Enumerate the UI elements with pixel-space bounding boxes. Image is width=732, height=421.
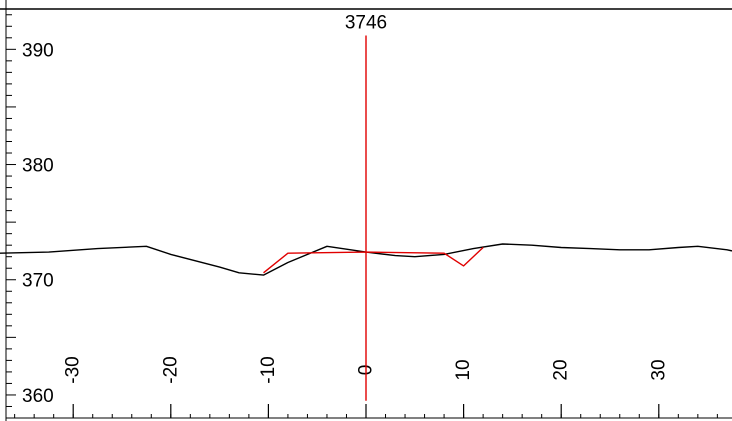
series-layer — [0, 243, 732, 276]
marker-layer: 3746 — [345, 12, 387, 401]
y-tick-label: 390 — [22, 40, 54, 61]
y-tick-label: 360 — [22, 386, 54, 407]
series-line-2 — [263, 246, 484, 274]
x-tick-label: -20 — [160, 356, 181, 383]
y-tick-label: 380 — [22, 156, 54, 177]
y-tick-label: 370 — [22, 271, 54, 292]
x-tick-label: 10 — [453, 359, 474, 380]
x-tick-label: -30 — [63, 356, 84, 383]
series-line-1 — [0, 243, 732, 276]
x-tick-label: 30 — [648, 359, 669, 380]
marker-label: 3746 — [345, 12, 387, 33]
x-tick-label: -10 — [258, 356, 279, 383]
x-tick-label: 20 — [551, 359, 572, 380]
